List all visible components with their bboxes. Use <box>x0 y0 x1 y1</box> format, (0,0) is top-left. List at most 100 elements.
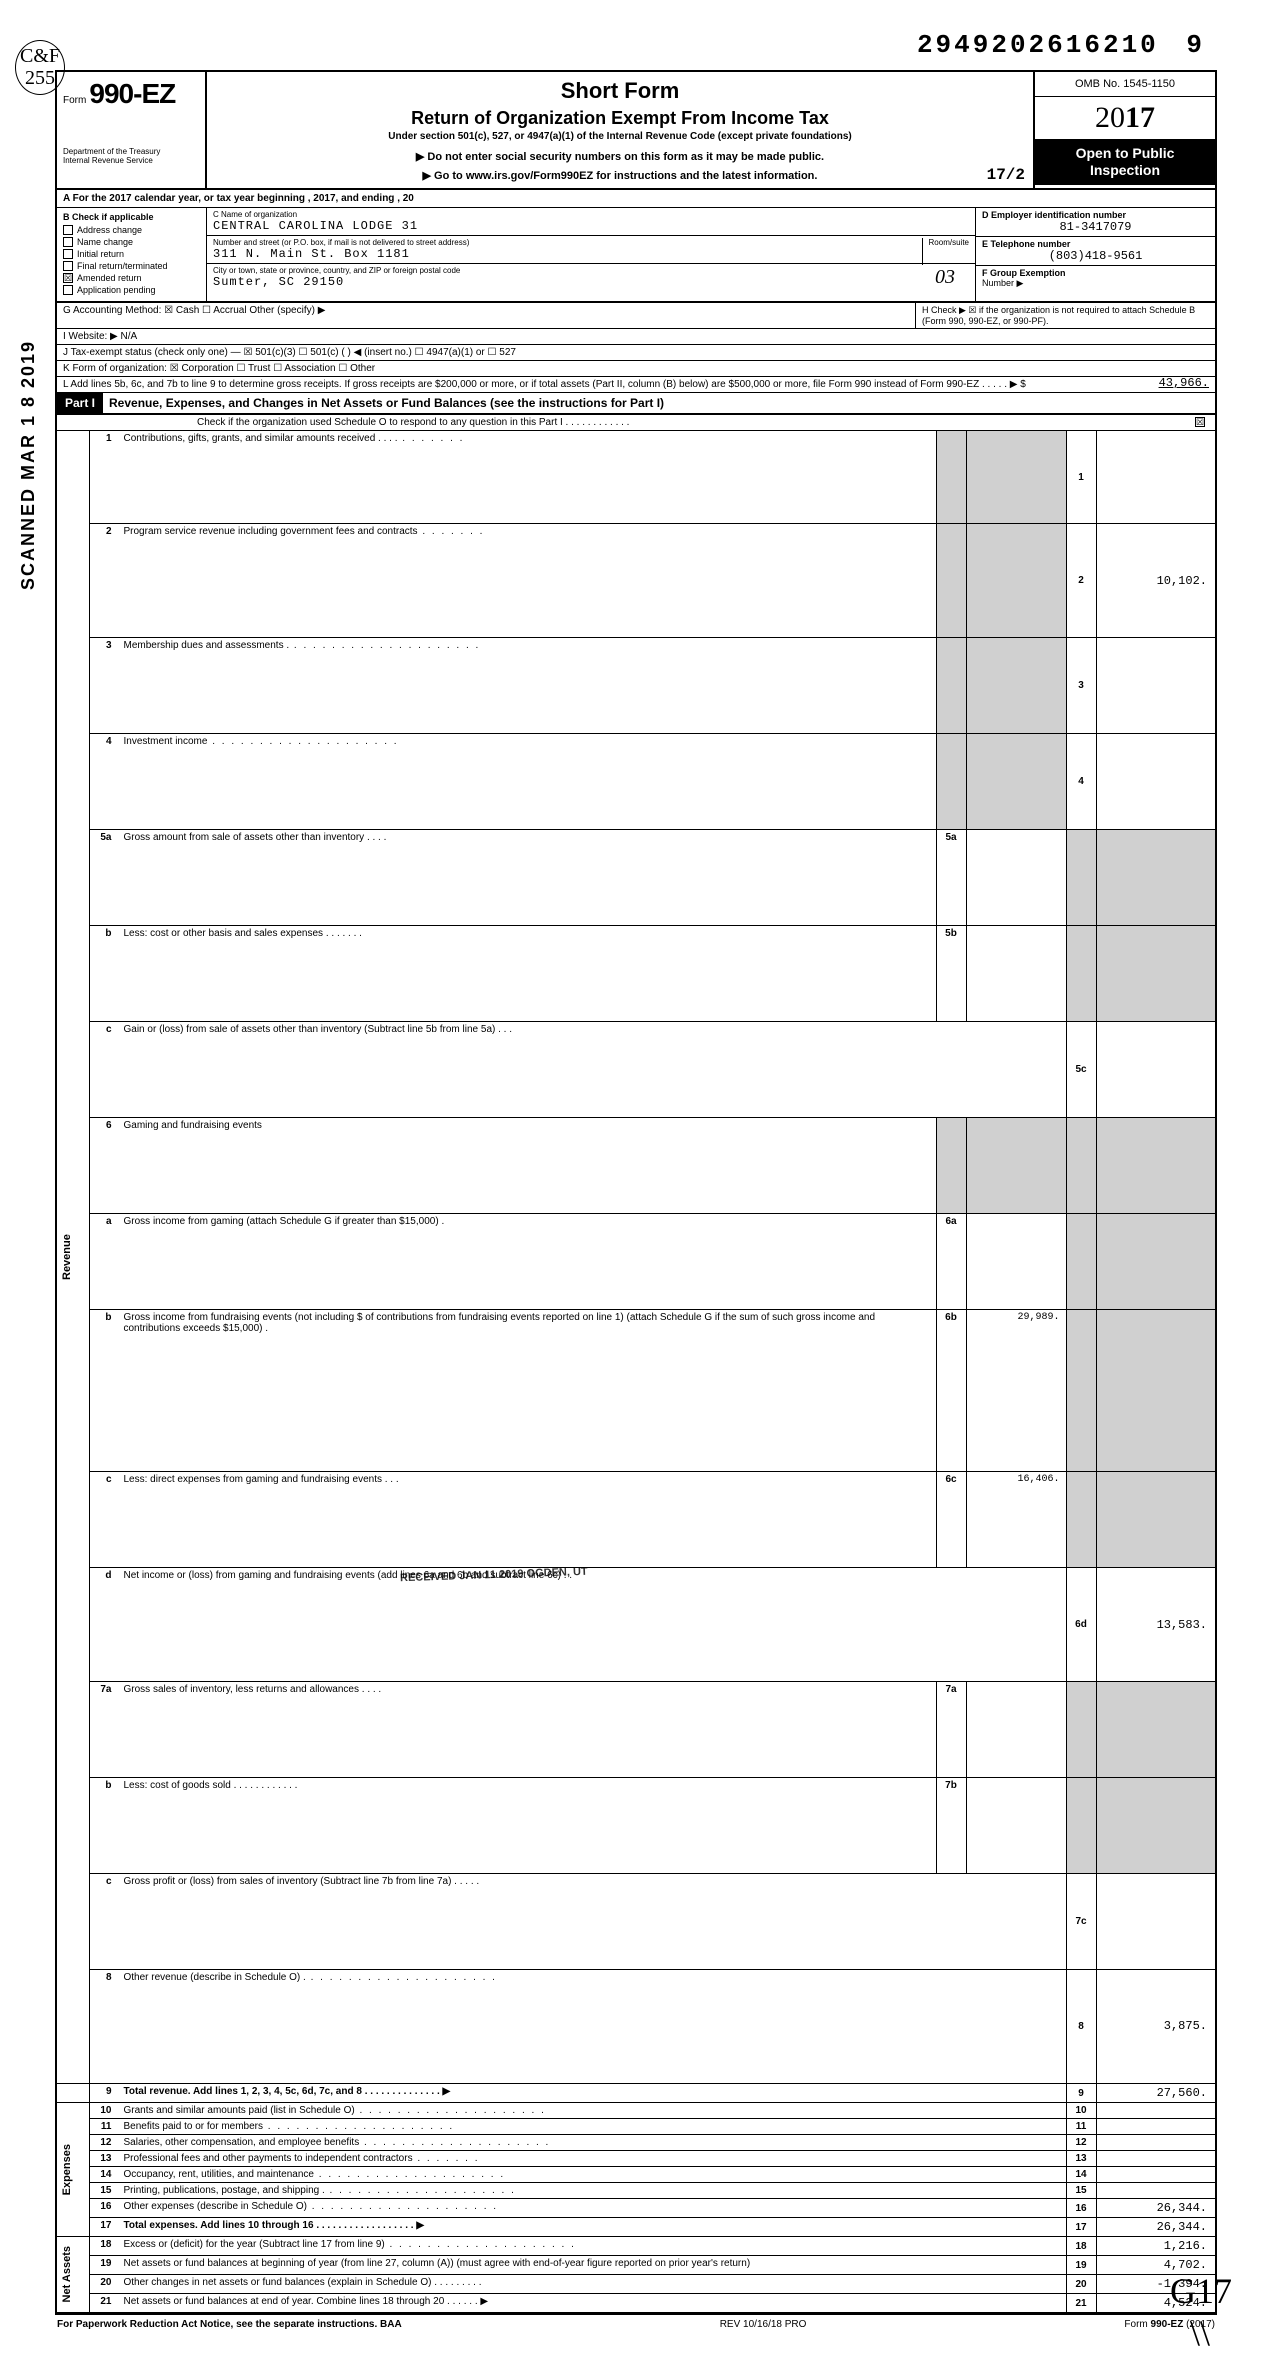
hand-slashes: \\ <box>1190 2313 1210 2353</box>
desc-2: Program service revenue including govern… <box>120 524 937 638</box>
amt-13 <box>1096 2151 1216 2167</box>
chk-address-change[interactable]: Address change <box>63 225 200 235</box>
desc-13: Professional fees and other payments to … <box>120 2151 1067 2167</box>
desc-17: Total expenses. Add lines 10 through 16 … <box>120 2218 1067 2237</box>
title-goto-text: ▶ Go to www.irs.gov/Form990EZ for instru… <box>423 170 818 182</box>
phone: (803)418-9561 <box>982 249 1209 263</box>
desc-9: Total revenue. Add lines 1, 2, 3, 4, 5c,… <box>120 2084 1067 2103</box>
tax-year: 2017 <box>1035 97 1215 139</box>
title-goto: ▶ Go to www.irs.gov/Form990EZ for instru… <box>215 169 1025 182</box>
amt-6d: 13,583. <box>1096 1568 1216 1682</box>
amt-7a <box>966 1682 1066 1778</box>
chk-name-change[interactable]: Name change <box>63 237 200 247</box>
row-a-calendar-year: A For the 2017 calendar year, or tax yea… <box>55 190 1217 208</box>
f-label2: Number ▶ <box>982 278 1023 288</box>
chk-application-pending[interactable]: Application pending <box>63 285 200 295</box>
amt-6a <box>966 1214 1066 1310</box>
dln: 2949202616210 9 <box>917 30 1202 60</box>
desc-10: Grants and similar amounts paid (list in… <box>120 2103 1067 2119</box>
amt-8: 3,875. <box>1096 1969 1216 2083</box>
form-header: Form 990-EZ Department of the Treasury I… <box>55 70 1217 190</box>
year-outline: 20 <box>1095 101 1125 134</box>
row-a-text: A For the 2017 calendar year, or tax yea… <box>63 193 414 204</box>
desc-6a: Gross income from gaming (attach Schedul… <box>120 1214 937 1310</box>
desc-7c: Gross profit or (loss) from sales of inv… <box>120 1874 1067 1970</box>
side-revenue: Revenue <box>56 431 90 2084</box>
desc-8: Other revenue (describe in Schedule O) . <box>120 1969 1067 2083</box>
amt-9: 27,560. <box>1096 2084 1216 2103</box>
line-h: H Check ▶ ☒ if the organization is not r… <box>915 303 1215 328</box>
desc-19: Net assets or fund balances at beginning… <box>120 2256 1067 2275</box>
desc-6b: Gross income from fundraising events (no… <box>120 1310 937 1472</box>
desc-14: Occupancy, rent, utilities, and maintena… <box>120 2167 1067 2183</box>
part1-header: Part I Revenue, Expenses, and Changes in… <box>55 393 1217 415</box>
desc-16: Other expenses (describe in Schedule O) <box>120 2199 1067 2218</box>
desc-6: Gaming and fundraising events <box>120 1118 937 1214</box>
amt-4 <box>1096 734 1216 830</box>
amt-6c: 16,406. <box>966 1472 1066 1568</box>
desc-18: Excess or (deficit) for the year (Subtra… <box>120 2237 1067 2256</box>
part1-title: Revenue, Expenses, and Changes in Net As… <box>103 393 670 413</box>
desc-5a: Gross amount from sale of assets other t… <box>120 830 937 926</box>
entity-right: D Employer identification number 81-3417… <box>975 208 1215 301</box>
desc-5c: Gain or (loss) from sale of assets other… <box>120 1022 1067 1118</box>
footer-mid: REV 10/16/18 PRO <box>720 2319 807 2330</box>
title-section: Under section 501(c), 527, or 4947(a)(1)… <box>215 131 1025 142</box>
amt-7b <box>966 1778 1066 1874</box>
header-right: OMB No. 1545-1150 2017 Open to Public In… <box>1035 72 1215 188</box>
desc-7a: Gross sales of inventory, less returns a… <box>120 1682 937 1778</box>
b-label: B Check if applicable <box>63 212 200 222</box>
desc-3: Membership dues and assessments . <box>120 638 937 734</box>
footer-left: For Paperwork Reduction Act Notice, see … <box>57 2319 402 2330</box>
ein: 81-3417079 <box>982 220 1209 234</box>
open-to-public: Open to Public Inspection <box>1035 139 1215 185</box>
desc-6c: Less: direct expenses from gaming and fu… <box>120 1472 937 1568</box>
amt-11 <box>1096 2119 1216 2135</box>
part1-label: Part I <box>57 393 103 413</box>
form-prefix: Form <box>63 95 86 106</box>
meta-block: G Accounting Method: ☒ Cash ☐ Accrual Ot… <box>55 303 1217 393</box>
title-return: Return of Organization Exempt From Incom… <box>215 108 1025 129</box>
desc-11: Benefits paid to or for members <box>120 2119 1067 2135</box>
title-short-form: Short Form <box>215 78 1025 104</box>
line-l-amt: 43,966. <box>1159 376 1209 390</box>
entity-name-address: C Name of organization CENTRAL CAROLINA … <box>207 208 975 301</box>
c-label: C Name of organization <box>213 210 969 219</box>
desc-1: Contributions, gifts, grants, and simila… <box>120 431 937 524</box>
amt-5c <box>1096 1022 1216 1118</box>
side-expenses: Expenses <box>56 2103 90 2237</box>
page-footer: For Paperwork Reduction Act Notice, see … <box>55 2313 1217 2334</box>
city-label: City or town, state or province, country… <box>213 266 969 275</box>
part1-table: Revenue 1Contributions, gifts, grants, a… <box>55 431 1217 2313</box>
desc-15: Printing, publications, postage, and shi… <box>120 2183 1067 2199</box>
chk-final-return[interactable]: Final return/terminated <box>63 261 200 271</box>
line-g: G Accounting Method: ☒ Cash ☐ Accrual Ot… <box>57 303 915 328</box>
amt-14 <box>1096 2167 1216 2183</box>
chk-amended-return[interactable]: ☒Amended return <box>63 273 200 283</box>
amt-6b: 29,989. <box>966 1310 1066 1472</box>
year-bold: 17 <box>1125 101 1155 134</box>
omb-number: OMB No. 1545-1150 <box>1035 72 1215 97</box>
room-label: Room/suite <box>922 238 969 265</box>
addr-label: Number and street (or P.O. box, if mail … <box>213 238 969 247</box>
line-j: J Tax-exempt status (check only one) — ☒… <box>57 345 1215 360</box>
side-netassets: Net Assets <box>56 2237 90 2313</box>
dept-treasury: Department of the Treasury Internal Reve… <box>63 148 199 166</box>
d-label: D Employer identification number <box>982 210 1126 220</box>
schedo-checkbox[interactable]: ☒ <box>1195 417 1205 427</box>
desc-6d: Net income or (loss) from gaming and fun… <box>120 1568 1067 1682</box>
line-i: I Website: ▶ N/A <box>57 329 1215 344</box>
header-left: Form 990-EZ Department of the Treasury I… <box>57 72 207 188</box>
dln-value: 2949202616210 9 <box>917 30 1202 60</box>
hand-g17: G17 \\ <box>1170 2270 1232 2354</box>
desc-5b: Less: cost or other basis and sales expe… <box>120 926 937 1022</box>
entity-block: B Check if applicable Address change Nam… <box>55 208 1217 303</box>
hand-date: 17/2 <box>987 166 1025 184</box>
amt-7c <box>1096 1874 1216 1970</box>
org-city: Sumter, SC 29150 <box>213 275 344 289</box>
schedule-o-check: Check if the organization used Schedule … <box>55 415 1217 431</box>
org-addr: 311 N. Main St. Box 1181 <box>213 247 410 261</box>
line-k: K Form of organization: ☒ Corporation ☐ … <box>57 361 1215 376</box>
amt-12 <box>1096 2135 1216 2151</box>
chk-initial-return[interactable]: Initial return <box>63 249 200 259</box>
